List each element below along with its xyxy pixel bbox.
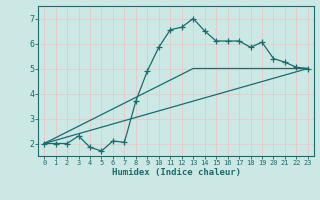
X-axis label: Humidex (Indice chaleur): Humidex (Indice chaleur): [111, 168, 241, 177]
